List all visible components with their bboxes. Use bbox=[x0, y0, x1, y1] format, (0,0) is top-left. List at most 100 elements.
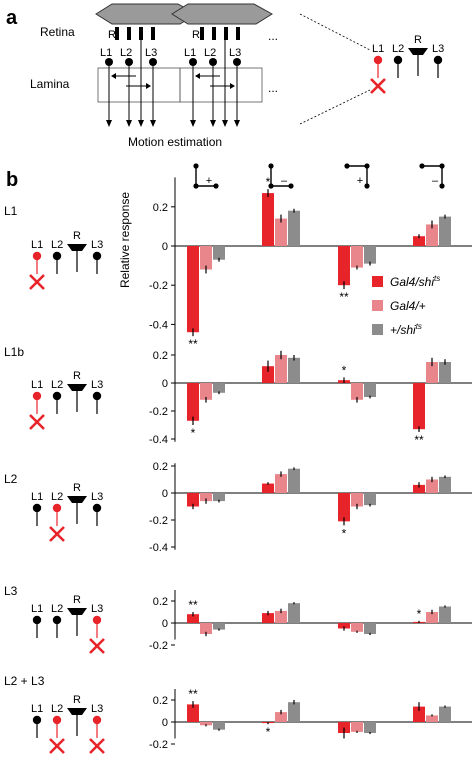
chart-4: -0.200.2 *** bbox=[149, 590, 472, 652]
bar bbox=[439, 216, 451, 246]
neuron-icon-row-5: L1 L2 L3 R bbox=[31, 694, 105, 754]
y-tick-label: 0.2 bbox=[153, 596, 168, 608]
y-tick-label: -0.4 bbox=[149, 434, 168, 446]
significance-marker: * bbox=[342, 526, 347, 540]
r-label-1: R bbox=[108, 29, 116, 41]
row-label-l2-l3: L2 + L3 bbox=[4, 674, 45, 688]
ellipsis-bottom: ... bbox=[268, 81, 278, 95]
bar bbox=[200, 383, 212, 400]
neuron-label-r: R bbox=[73, 594, 81, 606]
legend-label-gal4-plus: Gal4/+ bbox=[390, 299, 426, 313]
row-label-l1: L1 bbox=[4, 204, 18, 218]
bar bbox=[351, 623, 363, 632]
legend-label-gal4-shi: Gal4/shits bbox=[390, 274, 440, 289]
significance-marker: * bbox=[266, 175, 271, 189]
y-tick-label: 0.2 bbox=[153, 695, 168, 707]
bar bbox=[364, 623, 376, 634]
neuron-label-l2: L2 bbox=[51, 379, 63, 391]
neuron-icon-row-3: L1 L2 L3 R bbox=[31, 482, 103, 542]
stimulus-icons: + – + – bbox=[193, 163, 445, 189]
bar bbox=[426, 479, 438, 493]
bar bbox=[262, 193, 274, 246]
significance-marker: ** bbox=[414, 433, 424, 447]
bar bbox=[200, 623, 212, 634]
bar bbox=[439, 706, 451, 722]
bar bbox=[262, 613, 274, 623]
bar bbox=[275, 218, 287, 246]
neuron-label-l2: L2 bbox=[392, 43, 404, 55]
bar bbox=[275, 610, 287, 623]
neuron-icon-row-1: L1 L2 L3 R bbox=[29, 230, 103, 290]
bar bbox=[288, 603, 300, 623]
photoreceptors bbox=[115, 27, 240, 40]
bar bbox=[288, 702, 300, 722]
bar bbox=[439, 476, 451, 493]
bar bbox=[275, 474, 287, 493]
neuron-label-l3: L3 bbox=[91, 379, 103, 391]
bar bbox=[213, 722, 225, 730]
bar bbox=[338, 246, 350, 286]
neuron-label-l3: L3 bbox=[91, 703, 103, 715]
neuron-label-l2: L2 bbox=[51, 603, 63, 615]
ellipsis-top: ... bbox=[268, 29, 278, 43]
ommatidium-lens-2 bbox=[171, 3, 273, 25]
stimulus-sign-3: + bbox=[357, 175, 363, 187]
neuron-label-l1: L1 bbox=[31, 491, 43, 503]
bar bbox=[413, 383, 425, 430]
bar bbox=[200, 493, 212, 502]
neuron-label-l1: L1 bbox=[31, 603, 43, 615]
bar bbox=[262, 483, 274, 493]
neuron-label-r: R bbox=[73, 370, 81, 382]
bar bbox=[351, 493, 363, 507]
bar bbox=[288, 210, 300, 246]
bar bbox=[187, 246, 199, 333]
bar bbox=[262, 366, 274, 383]
legend-label-plus-shi: +/shits bbox=[390, 322, 422, 337]
y-tick-label: 0 bbox=[162, 717, 168, 729]
neuron-label-l2: L2 bbox=[51, 703, 63, 715]
bar bbox=[426, 612, 438, 623]
bar bbox=[338, 623, 350, 629]
bar bbox=[439, 606, 451, 623]
zoom-line-top bbox=[299, 13, 371, 51]
motion-estimation-label: Motion estimation bbox=[128, 135, 222, 149]
lamina-cartridge-1 bbox=[97, 67, 181, 103]
bar bbox=[213, 623, 225, 630]
neuron-icon-row-4: L1 L2 L3 R bbox=[31, 594, 105, 654]
bar bbox=[439, 362, 451, 383]
inset-neuron-icon: L1 L2 L3 R bbox=[370, 34, 444, 94]
legend: Gal4/shits Gal4/+ +/shits bbox=[372, 274, 440, 337]
significance-marker: * bbox=[191, 426, 196, 440]
panel-a: a Retina Lamina Motion estimation ... ..… bbox=[6, 3, 444, 149]
chart-1: -0.4-0.200.2***** bbox=[149, 175, 472, 351]
bar bbox=[413, 236, 425, 246]
legend-swatch-gal4-plus bbox=[372, 300, 383, 311]
stimulus-sign-1: + bbox=[206, 175, 212, 187]
bar bbox=[200, 722, 212, 726]
y-tick-label: -0.4 bbox=[149, 319, 168, 331]
y-tick-label: -0.2 bbox=[149, 406, 168, 418]
y-tick-label: -0.2 bbox=[149, 739, 168, 751]
y-tick-label: 0.2 bbox=[153, 461, 168, 473]
row-label-l1b: L1b bbox=[4, 345, 24, 359]
neuron-icon-row-2: L1 L2 L3 R bbox=[29, 370, 103, 430]
bar bbox=[288, 468, 300, 493]
l1-label-1: L1 bbox=[100, 47, 112, 59]
lamina-neurons bbox=[105, 58, 241, 66]
bar bbox=[351, 246, 363, 268]
bar bbox=[275, 712, 287, 722]
stimulus-sign-2: – bbox=[281, 175, 288, 187]
stimulus-icon-4: – bbox=[419, 163, 445, 189]
stimulus-icon-3: + bbox=[344, 163, 370, 189]
significance-marker: * bbox=[266, 725, 271, 739]
neuron-label-l2: L2 bbox=[51, 491, 63, 503]
bar bbox=[213, 493, 225, 502]
neuron-label-r: R bbox=[414, 34, 422, 46]
neuron-label-l1: L1 bbox=[31, 239, 43, 251]
y-tick-label: -0.2 bbox=[149, 515, 168, 527]
stimulus-icon-1: + bbox=[193, 163, 219, 189]
y-tick-label: 0 bbox=[162, 488, 168, 500]
l2-label-2: L2 bbox=[204, 47, 216, 59]
legend-swatch-gal4-shi bbox=[372, 276, 383, 287]
